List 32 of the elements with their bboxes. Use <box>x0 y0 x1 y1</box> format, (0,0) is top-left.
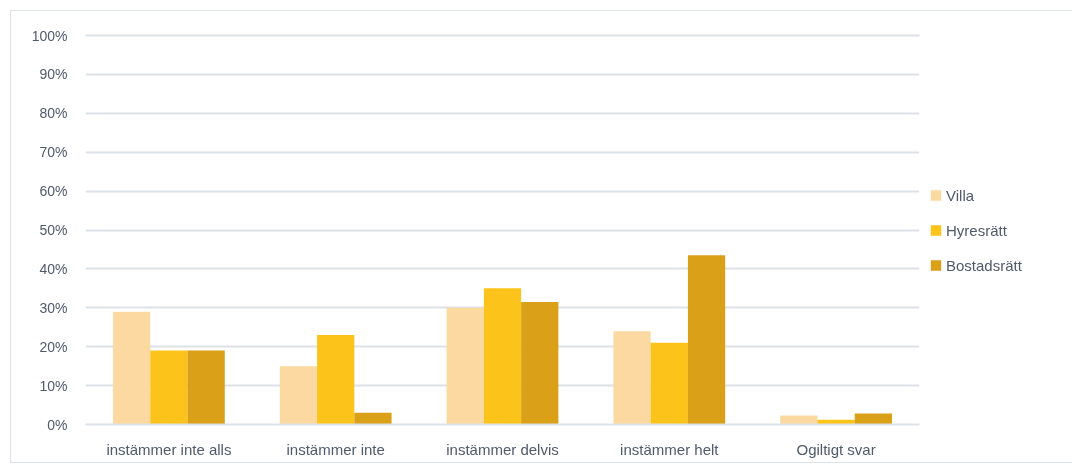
y-tick-label: 20% <box>39 338 68 355</box>
x-tick-label: instämmer delvis <box>446 440 559 458</box>
legend-label: Villa <box>946 186 975 203</box>
bar <box>354 412 392 425</box>
x-tick-label: instämmer inte alls <box>106 440 232 458</box>
y-tick-label: 50% <box>39 222 68 238</box>
bar <box>687 255 726 425</box>
x-tick-label: instämmer helt <box>620 440 720 458</box>
y-tick-label: 60% <box>39 183 68 200</box>
x-tick-label: Ogiltigt svar <box>796 440 876 458</box>
bar <box>187 350 225 425</box>
bar <box>279 366 318 425</box>
bar <box>113 311 151 425</box>
bar <box>446 307 484 425</box>
bar <box>317 335 355 425</box>
y-tick-label: 10% <box>39 377 68 394</box>
bar <box>521 301 559 425</box>
x-tick-label: instämmer inte <box>286 440 385 458</box>
bar <box>854 413 892 425</box>
bar <box>650 342 688 425</box>
y-tick-label: 40% <box>39 260 68 277</box>
legend-label: Hyresrätt <box>946 221 1007 238</box>
y-tick-label: 90% <box>39 66 68 83</box>
bar <box>483 288 522 425</box>
y-tick-label: 100% <box>31 27 68 44</box>
bar <box>150 350 188 425</box>
y-tick-label: 0% <box>47 416 68 433</box>
bar <box>613 331 651 425</box>
y-tick-label: 80% <box>39 105 68 122</box>
y-tick-label: 70% <box>39 144 68 161</box>
y-tick-label: 30% <box>39 299 68 316</box>
legend-label: Bostadsrätt <box>946 256 1022 273</box>
